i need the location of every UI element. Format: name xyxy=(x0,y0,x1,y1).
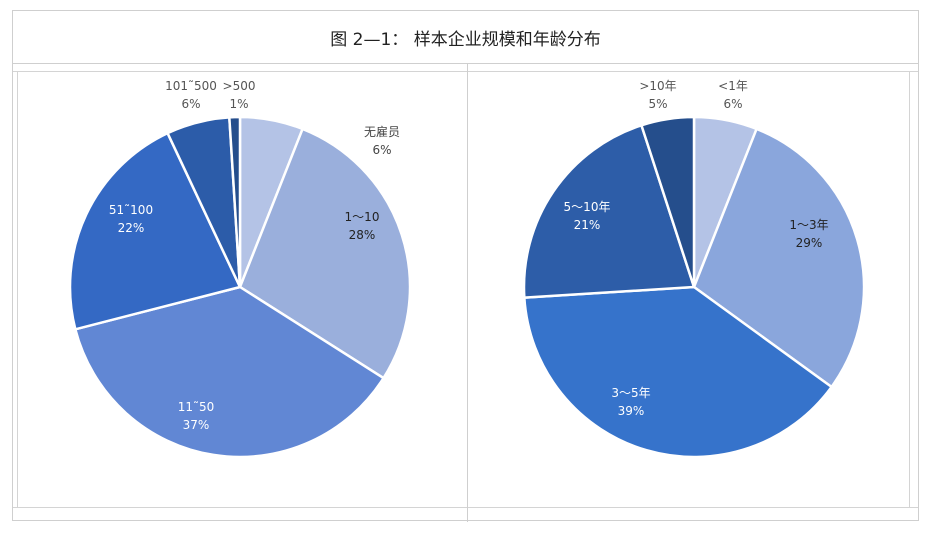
slice-percent: 21% xyxy=(574,218,601,232)
slice-label: 11˜50 xyxy=(178,400,215,414)
pie-slice xyxy=(238,127,412,380)
slice-percent: 6% xyxy=(181,97,200,111)
slice-label: >10年 xyxy=(639,79,676,93)
slice-percent: 28% xyxy=(349,228,376,242)
slice-label: 3～5年 xyxy=(611,386,650,400)
pie-slice xyxy=(73,285,386,459)
slice-percent: 1% xyxy=(229,97,248,111)
cell-right-inner-border xyxy=(909,71,910,507)
slice-label: 5～10年 xyxy=(564,200,611,214)
slice-percent: 6% xyxy=(372,143,391,157)
pie-slice xyxy=(68,131,242,331)
slice-label: <1年 xyxy=(718,79,748,93)
pie-slice xyxy=(639,115,696,288)
pie-slice xyxy=(523,285,834,459)
pie-slice xyxy=(522,123,696,300)
slice-percent: 5% xyxy=(648,97,667,111)
pie-company-age: <1年 6% 1～3年 29% 3～5年 39% 5～10年 21% >10年 5% xyxy=(522,79,866,459)
slice-percent: 6% xyxy=(723,97,742,111)
slice-percent: 29% xyxy=(796,236,823,250)
cell-top-border xyxy=(13,71,918,72)
slice-percent: 37% xyxy=(183,418,210,432)
figure-title: 图 2—1： 样本企业规模和年龄分布 xyxy=(13,11,918,64)
slice-label: 101˜500 xyxy=(165,79,217,93)
slice-label: 1～3年 xyxy=(789,218,828,232)
slice-percent: 39% xyxy=(618,404,645,418)
slice-percent: 22% xyxy=(118,221,145,235)
pie-slice xyxy=(692,127,866,389)
slice-label: 无雇员 xyxy=(364,124,400,139)
cell-bottom-border xyxy=(13,507,918,508)
cell-divider xyxy=(467,63,468,522)
slice-label: >500 xyxy=(223,79,256,93)
cell-left-inner-border xyxy=(17,71,18,507)
slice-label: 1～10 xyxy=(345,210,380,224)
slice-label: 51˜100 xyxy=(109,203,153,217)
pie-company-size: 无雇员 6% 1～10 28% 11˜50 37% 51˜100 22% 101˜500 6% >5… xyxy=(68,79,412,459)
pie-slice xyxy=(227,115,242,288)
